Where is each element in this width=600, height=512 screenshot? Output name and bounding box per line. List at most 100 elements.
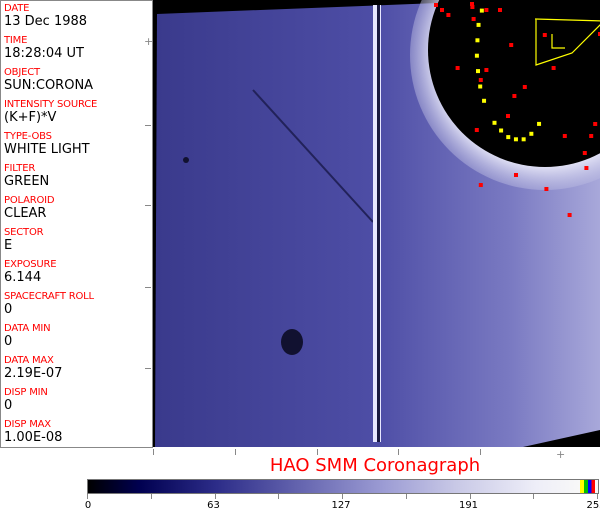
yellow-marker [492, 120, 497, 125]
red-marker [551, 66, 556, 70]
field-label: DATE [4, 3, 30, 14]
field-value: 2.19E-07 [4, 366, 63, 381]
field-label: OBJECT [4, 67, 40, 78]
yellow-marker [482, 98, 487, 103]
field-label: SPACECRAFT ROLL [4, 291, 94, 302]
red-marker [589, 134, 594, 138]
field-data-max: DATA MAX 2.19E-07 [4, 355, 62, 381]
occulter-pylon [377, 5, 380, 442]
dust-spot-small [183, 157, 189, 163]
yellow-marker [513, 137, 518, 142]
axis-tick [153, 449, 154, 455]
red-marker [484, 68, 489, 72]
axis-tick [145, 125, 151, 126]
axis-tick [317, 449, 318, 455]
field-value: E [4, 238, 13, 253]
field-date: DATE 13 Dec 1988 [4, 3, 87, 29]
field-value: 18:28:04 UT [4, 46, 84, 61]
field-intensity-source: INTENSITY SOURCE (K+F)*V [4, 99, 97, 125]
pylon-shadow [252, 89, 374, 223]
colorbar-tick [469, 494, 471, 499]
yellow-marker [476, 69, 480, 74]
image-corner [523, 430, 600, 447]
colorbar-tick [533, 494, 535, 499]
field-value: (K+F)*V [4, 110, 57, 125]
field-exposure: EXPOSURE 6.144 [4, 259, 57, 285]
field-label: FILTER [4, 163, 36, 174]
field-value: 13 Dec 1988 [4, 14, 88, 29]
colorbar [87, 479, 599, 494]
yellow-marker [474, 53, 479, 58]
field-value: SUN:CORONA [4, 78, 94, 93]
red-marker [522, 85, 527, 89]
plot-title: HAO SMM Coronagraph [269, 455, 481, 476]
field-label: TIME [4, 35, 28, 46]
field-label: SECTOR [4, 227, 44, 238]
red-marker [434, 3, 438, 7]
colorbar-tick-label: 0 [84, 500, 92, 511]
field-value: GREEN [4, 174, 50, 189]
yellow-marker [478, 84, 483, 89]
red-marker [598, 32, 600, 36]
colorbar-tick-label: 127 [331, 500, 351, 511]
field-polaroid: POLAROID CLEAR [4, 195, 55, 221]
colorbar-tick [214, 494, 216, 499]
red-marker [446, 13, 451, 17]
yellow-marker [475, 38, 480, 43]
red-marker [470, 5, 475, 9]
colorbar-tick [87, 494, 88, 499]
field-value: 0 [4, 398, 13, 413]
red-marker [440, 8, 444, 12]
axis-tick [145, 287, 151, 288]
colorbar-tick [150, 494, 152, 499]
field-value: 0 [4, 302, 13, 317]
red-marker [514, 173, 518, 177]
field-label: INTENSITY SOURCE [4, 99, 98, 110]
field-time: TIME 18:28:04 UT [4, 35, 84, 61]
yellow-marker [499, 128, 504, 133]
colorbar-tick [278, 494, 280, 499]
marker-overlay [434, 2, 600, 217]
yellow-marker [479, 8, 484, 13]
yellow-marker [537, 121, 542, 126]
field-value: CLEAR [4, 206, 47, 221]
red-marker [509, 43, 514, 47]
axis-tick-plus: + [144, 35, 154, 48]
red-marker [544, 187, 549, 191]
axis-tick [398, 449, 399, 455]
red-marker [471, 17, 476, 21]
yellow-marker [476, 22, 481, 27]
occulting-disk [428, 0, 600, 167]
colorbar-tick [405, 494, 407, 499]
colorbar-tick-label: 191 [458, 500, 479, 511]
field-value: 6.144 [4, 270, 42, 285]
colorbar-tick [342, 494, 343, 499]
red-marker [478, 78, 483, 82]
red-marker [470, 2, 474, 6]
field-object: OBJECT SUN:CORONA [4, 67, 93, 93]
field-label: DATA MAX [4, 355, 54, 366]
yellow-marker [506, 135, 511, 140]
red-marker [498, 8, 502, 12]
field-type-obs: TYPE-OBS WHITE LIGHT [4, 131, 90, 157]
header-info-panel: DATE 13 Dec 1988 TIME 18:28:04 UT OBJECT SUN:… [0, 0, 153, 448]
field-filter: FILTER GREEN [4, 163, 49, 189]
red-marker [512, 94, 517, 98]
north-indicator [534, 18, 600, 66]
yellow-marker [521, 137, 526, 142]
colorbar-tick [597, 494, 598, 499]
red-marker [567, 213, 572, 217]
coronagraph-image [153, 0, 600, 447]
red-marker [582, 151, 587, 155]
axis-tick [480, 449, 481, 455]
field-label: DISP MIN [4, 387, 48, 398]
colorbar-tick-label: 63 [207, 500, 220, 511]
field-value: 1.00E-08 [4, 430, 63, 445]
red-marker [474, 128, 479, 132]
field-disp-max: DISP MAX 1.00E-08 [4, 419, 62, 445]
red-marker [593, 122, 598, 126]
field-data-min: DATA MIN 0 [4, 323, 51, 349]
red-marker [506, 114, 510, 118]
dust-spot [281, 329, 303, 355]
axis-tick [145, 368, 151, 369]
